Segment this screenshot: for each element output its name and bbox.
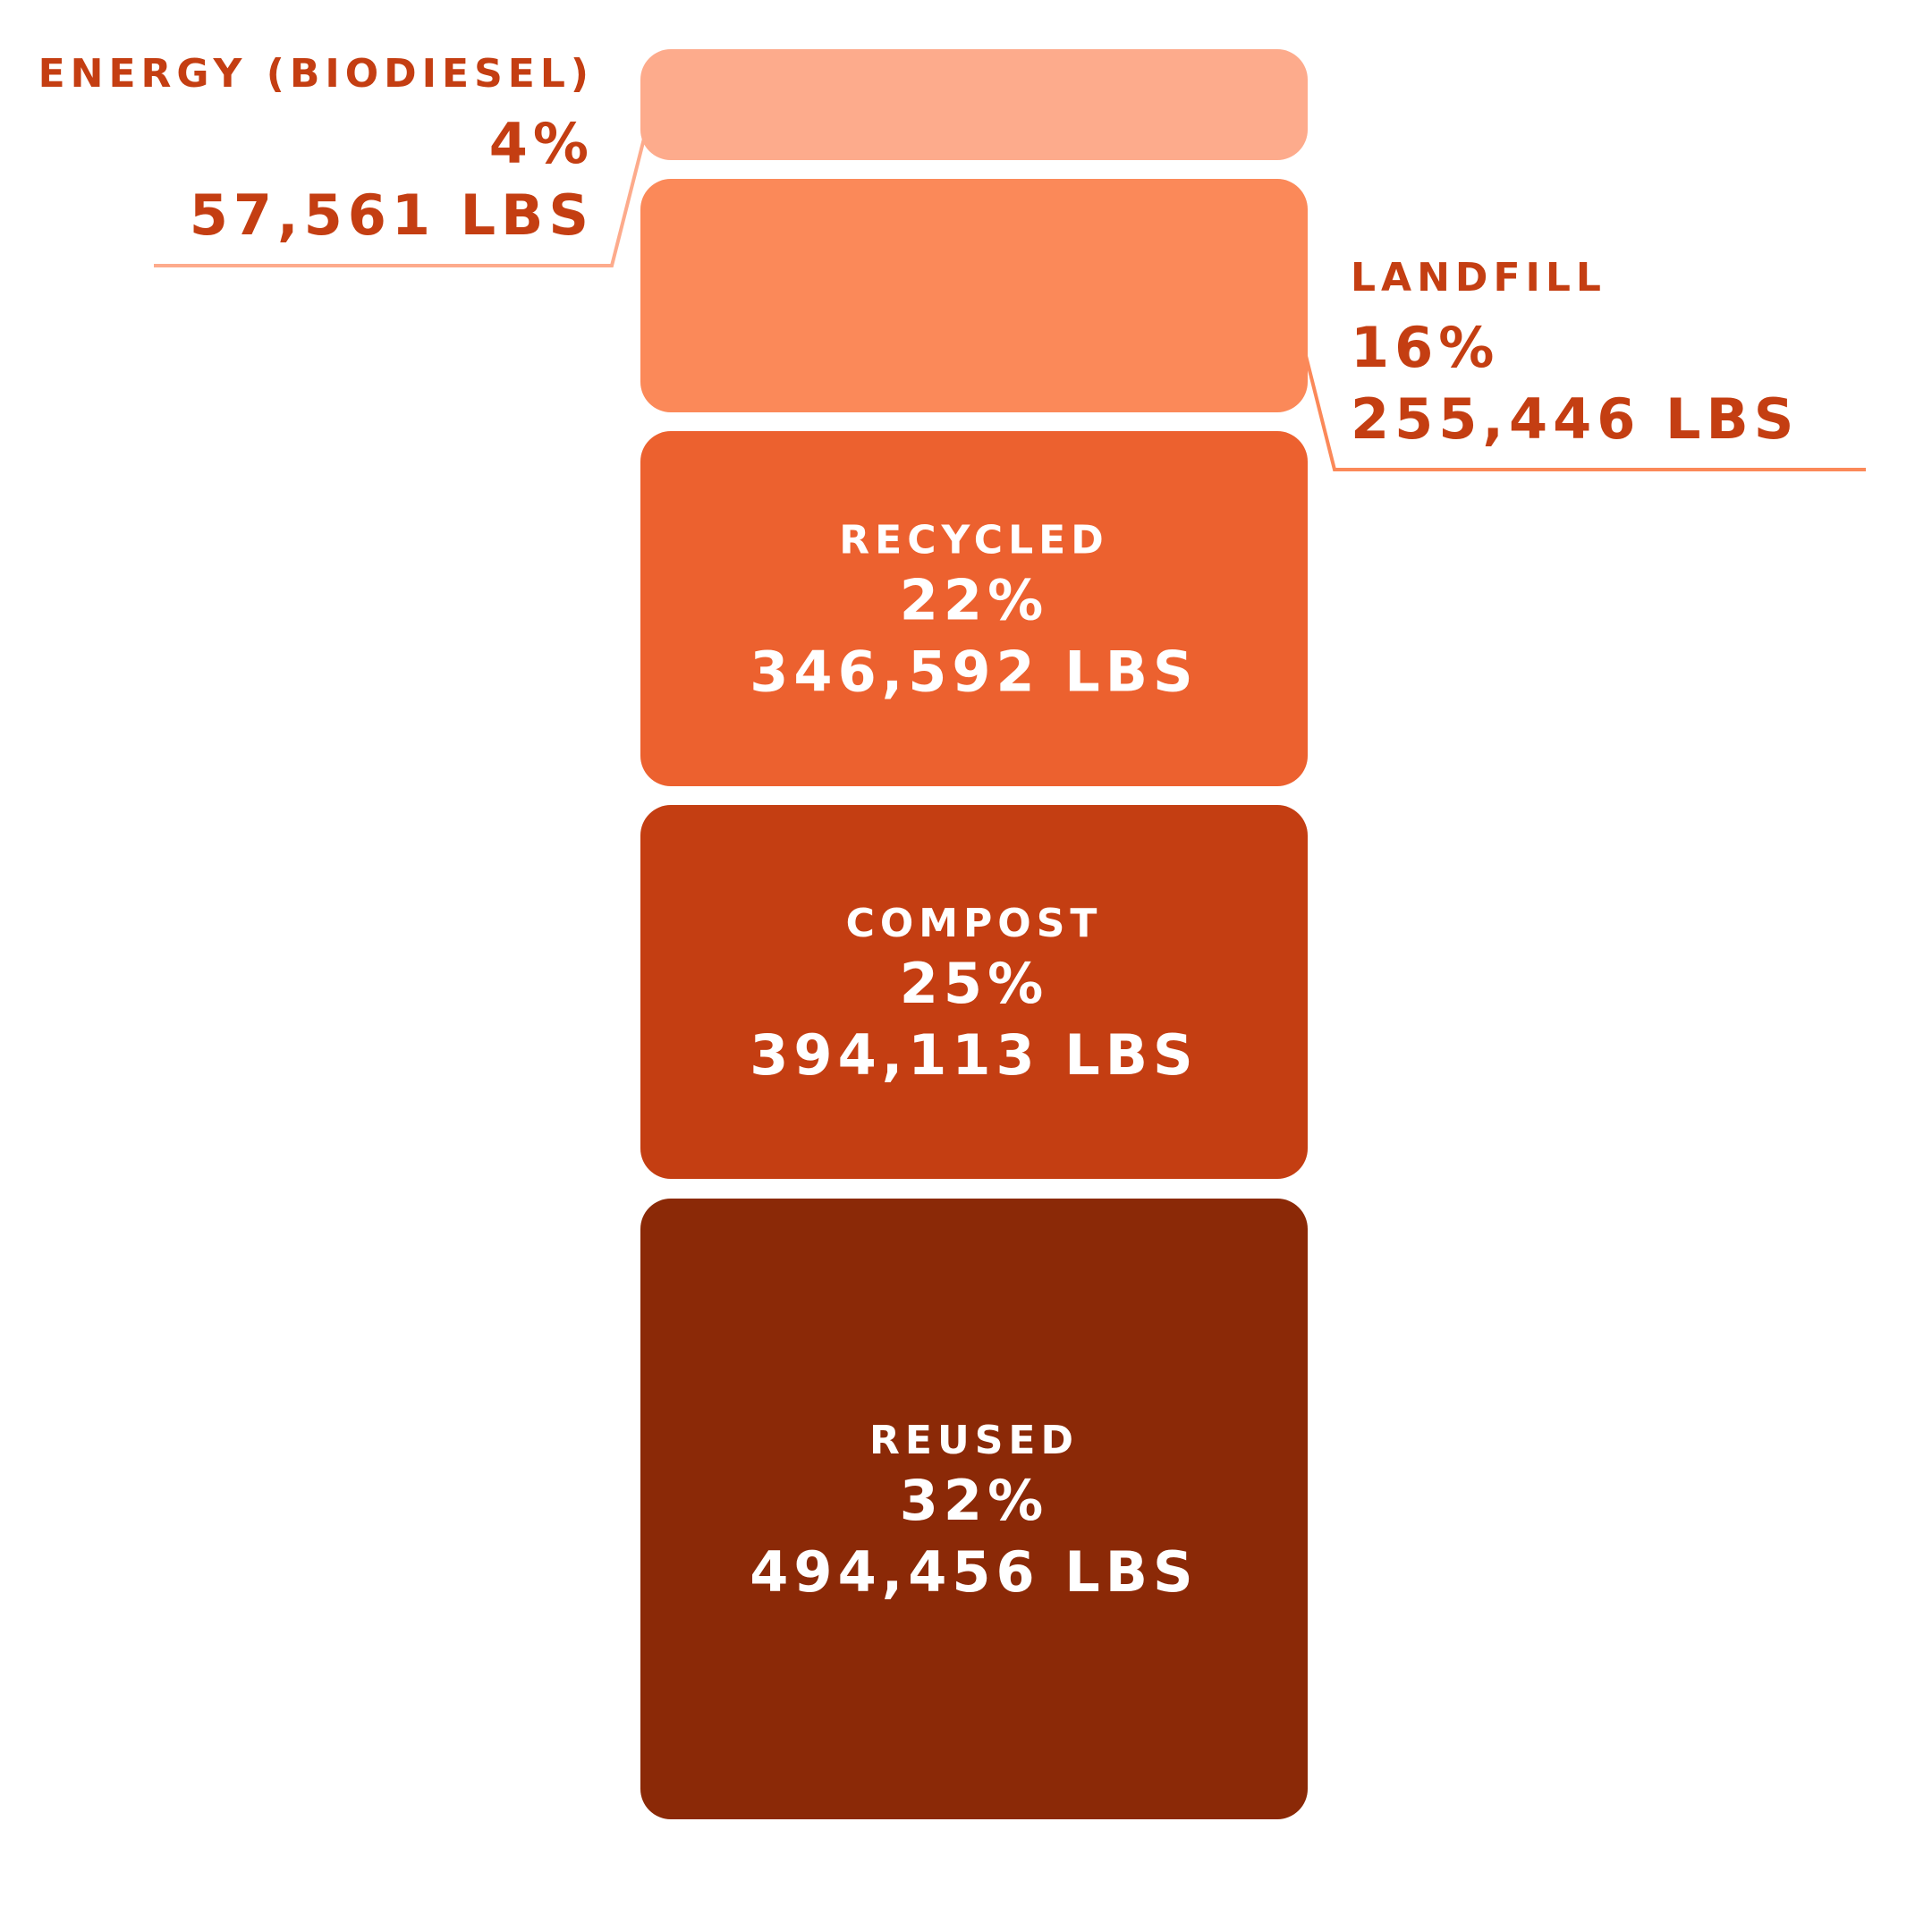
leader-line-energy-biodiesel (154, 138, 646, 267)
segment-percent-compost: 25% (900, 951, 1048, 1016)
segment-percent-energy-biodiesel: 4% (489, 111, 594, 176)
segment-landfill (640, 179, 1308, 412)
segment-percent-reused: 32% (900, 1468, 1048, 1533)
segment-reused (640, 1199, 1308, 1819)
segment-label-landfill: LANDFILL (1351, 255, 1606, 301)
segment-percent-landfill: 16% (1351, 315, 1499, 380)
segment-label-compost: COMPOST (846, 901, 1103, 946)
segment-amount-reused: 494,456 LBS (750, 1539, 1198, 1605)
segment-label-recycled: RECYCLED (839, 518, 1108, 564)
segment-recycled (640, 431, 1308, 786)
segment-label-energy-biodiesel: ENERGY (BIODIESEL) (38, 51, 594, 97)
segment-amount-energy-biodiesel: 57,561 LBS (190, 182, 594, 248)
segment-label-reused: REUSED (869, 1418, 1079, 1463)
segment-compost (640, 805, 1308, 1179)
segment-energy-biodiesel (640, 49, 1308, 160)
segment-amount-compost: 394,113 LBS (750, 1022, 1198, 1088)
segment-percent-recycled: 22% (900, 568, 1048, 633)
leader-line-landfill (1302, 348, 1866, 471)
segment-amount-landfill: 255,446 LBS (1351, 386, 1799, 452)
segment-amount-recycled: 346,592 LBS (750, 640, 1198, 705)
